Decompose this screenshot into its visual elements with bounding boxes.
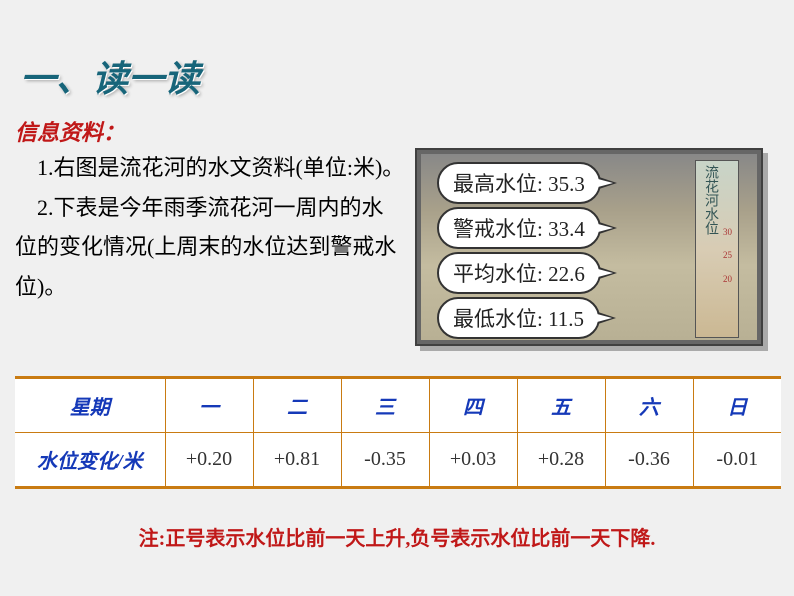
pillar-marks: 30 25 20 (723, 221, 732, 291)
value-cell: -0.36 (605, 433, 693, 488)
paragraph-1: 1.右图是流花河的水文资料(单位:米)。 (15, 148, 405, 188)
header-label: 星期 (15, 378, 165, 433)
water-level-min: 最低水位: 11.5 (437, 297, 600, 339)
water-change-table: 星期 一 二 三 四 五 六 日 水位变化/米 +0.20 +0.81 -0.3… (15, 376, 781, 489)
day-header: 三 (341, 378, 429, 433)
day-header: 二 (253, 378, 341, 433)
value-cell: -0.01 (693, 433, 781, 488)
footnote-text: 注:正号表示水位比前一天上升,负号表示水位比前一天下降. (0, 522, 794, 551)
water-level-max: 最高水位: 35.3 (437, 162, 601, 204)
pillar-label: 流花河水位 (700, 165, 718, 235)
pillar-mark: 25 (723, 244, 732, 267)
value-cell: -0.35 (341, 433, 429, 488)
water-level-alert: 警戒水位: 33.4 (437, 207, 601, 249)
subtitle-label: 信息资料： (15, 115, 125, 147)
description-text: 1.右图是流花河的水文资料(单位:米)。 2.下表是今年雨季流花河一周内的水位的… (15, 148, 405, 306)
row-label: 水位变化/米 (15, 433, 165, 488)
water-level-panel: 流花河水位 30 25 20 最高水位: 35.3 警戒水位: 33.4 平均水… (415, 148, 763, 346)
day-header: 六 (605, 378, 693, 433)
day-header: 四 (429, 378, 517, 433)
pillar-mark: 30 (723, 221, 732, 244)
table-header-row: 星期 一 二 三 四 五 六 日 (15, 378, 781, 433)
value-cell: +0.20 (165, 433, 253, 488)
day-header: 日 (693, 378, 781, 433)
value-cell: +0.81 (253, 433, 341, 488)
page-title: 一、读一读 (20, 50, 200, 102)
value-cell: +0.03 (429, 433, 517, 488)
pillar-mark: 20 (723, 268, 732, 291)
value-cell: +0.28 (517, 433, 605, 488)
day-header: 一 (165, 378, 253, 433)
data-table: 星期 一 二 三 四 五 六 日 水位变化/米 +0.20 +0.81 -0.3… (15, 376, 781, 489)
day-header: 五 (517, 378, 605, 433)
water-level-avg: 平均水位: 22.6 (437, 252, 601, 294)
paragraph-2: 2.下表是今年雨季流花河一周内的水位的变化情况(上周末的水位达到警戒水位)。 (15, 188, 405, 307)
table-value-row: 水位变化/米 +0.20 +0.81 -0.35 +0.03 +0.28 -0.… (15, 433, 781, 488)
water-pillar: 流花河水位 30 25 20 (695, 160, 739, 338)
water-panel-inner: 流花河水位 30 25 20 最高水位: 35.3 警戒水位: 33.4 平均水… (421, 154, 757, 340)
